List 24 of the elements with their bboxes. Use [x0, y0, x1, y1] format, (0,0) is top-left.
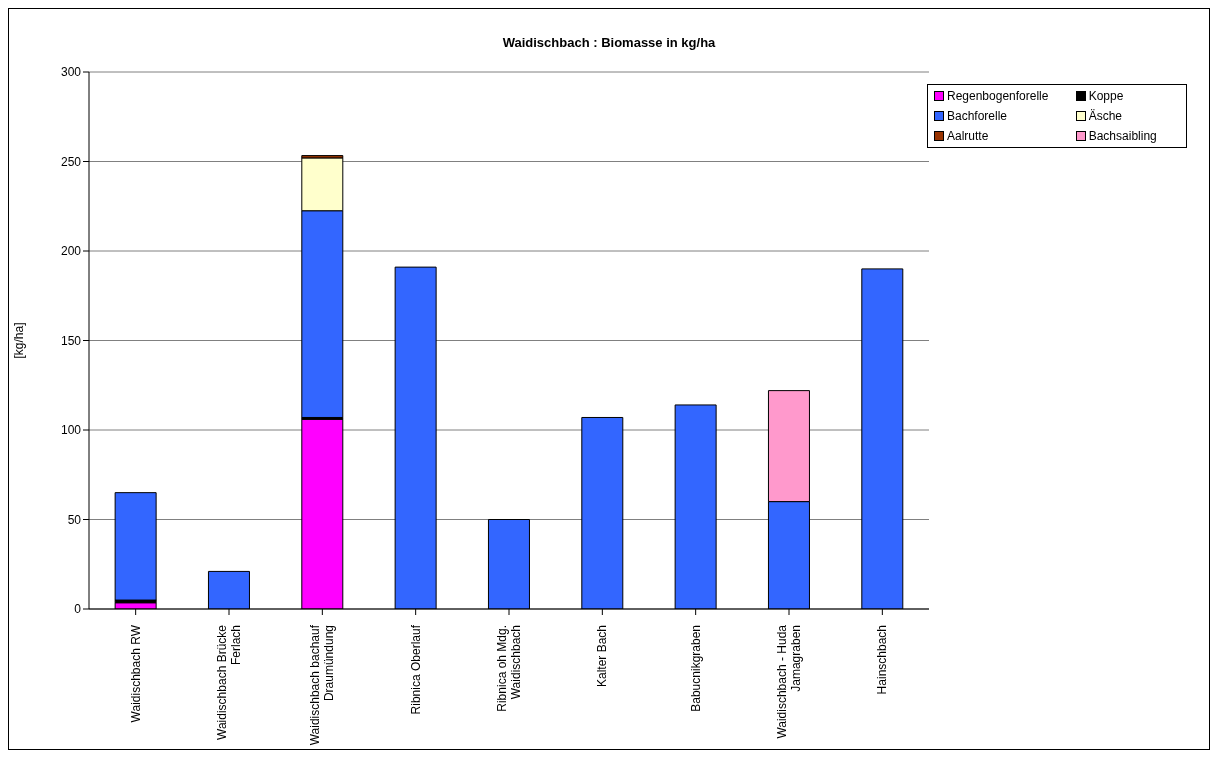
- x-tick-label: Babucnikgraben: [688, 625, 703, 712]
- x-tick-label: Waidischbach Brücke Ferlach: [215, 624, 243, 740]
- x-tick-label: Waidischbach RW: [128, 624, 143, 723]
- x-tick-label: Ribnica Oberlauf: [408, 624, 423, 715]
- y-tick-label: 250: [60, 154, 82, 169]
- legend-label: Aalrutte: [947, 129, 989, 143]
- y-tick-label: 150: [60, 333, 82, 348]
- legend-label: Bachsaibling: [1088, 129, 1157, 143]
- x-tick-label: Kalter Bach: [595, 625, 610, 688]
- x-tick-label: Ribnica oh Mdg. Waidischbach: [495, 625, 523, 712]
- y-tick-label: 300: [60, 65, 82, 80]
- y-tick-label: 100: [60, 423, 82, 438]
- legend-label: Koppe: [1088, 89, 1124, 103]
- x-tick-label: Waidischbach - Huda Jamagraben: [775, 624, 803, 739]
- chart-title: Waidischbach : Biomasse in kg/ha: [501, 35, 717, 50]
- y-tick-label: 0: [74, 602, 82, 617]
- legend-label: Bachforelle: [947, 109, 1008, 123]
- x-tick-label: Waidischbach bachauf Draumündung: [308, 624, 337, 746]
- y-tick-label: 200: [60, 244, 82, 259]
- legend-label: Regenbogenforelle: [947, 89, 1049, 103]
- legend-label: Äsche: [1088, 109, 1123, 123]
- y-tick-label: 50: [67, 512, 82, 527]
- x-tick-label: Hainschbach: [875, 625, 890, 695]
- y-axis-title: [kg/ha]: [12, 322, 27, 359]
